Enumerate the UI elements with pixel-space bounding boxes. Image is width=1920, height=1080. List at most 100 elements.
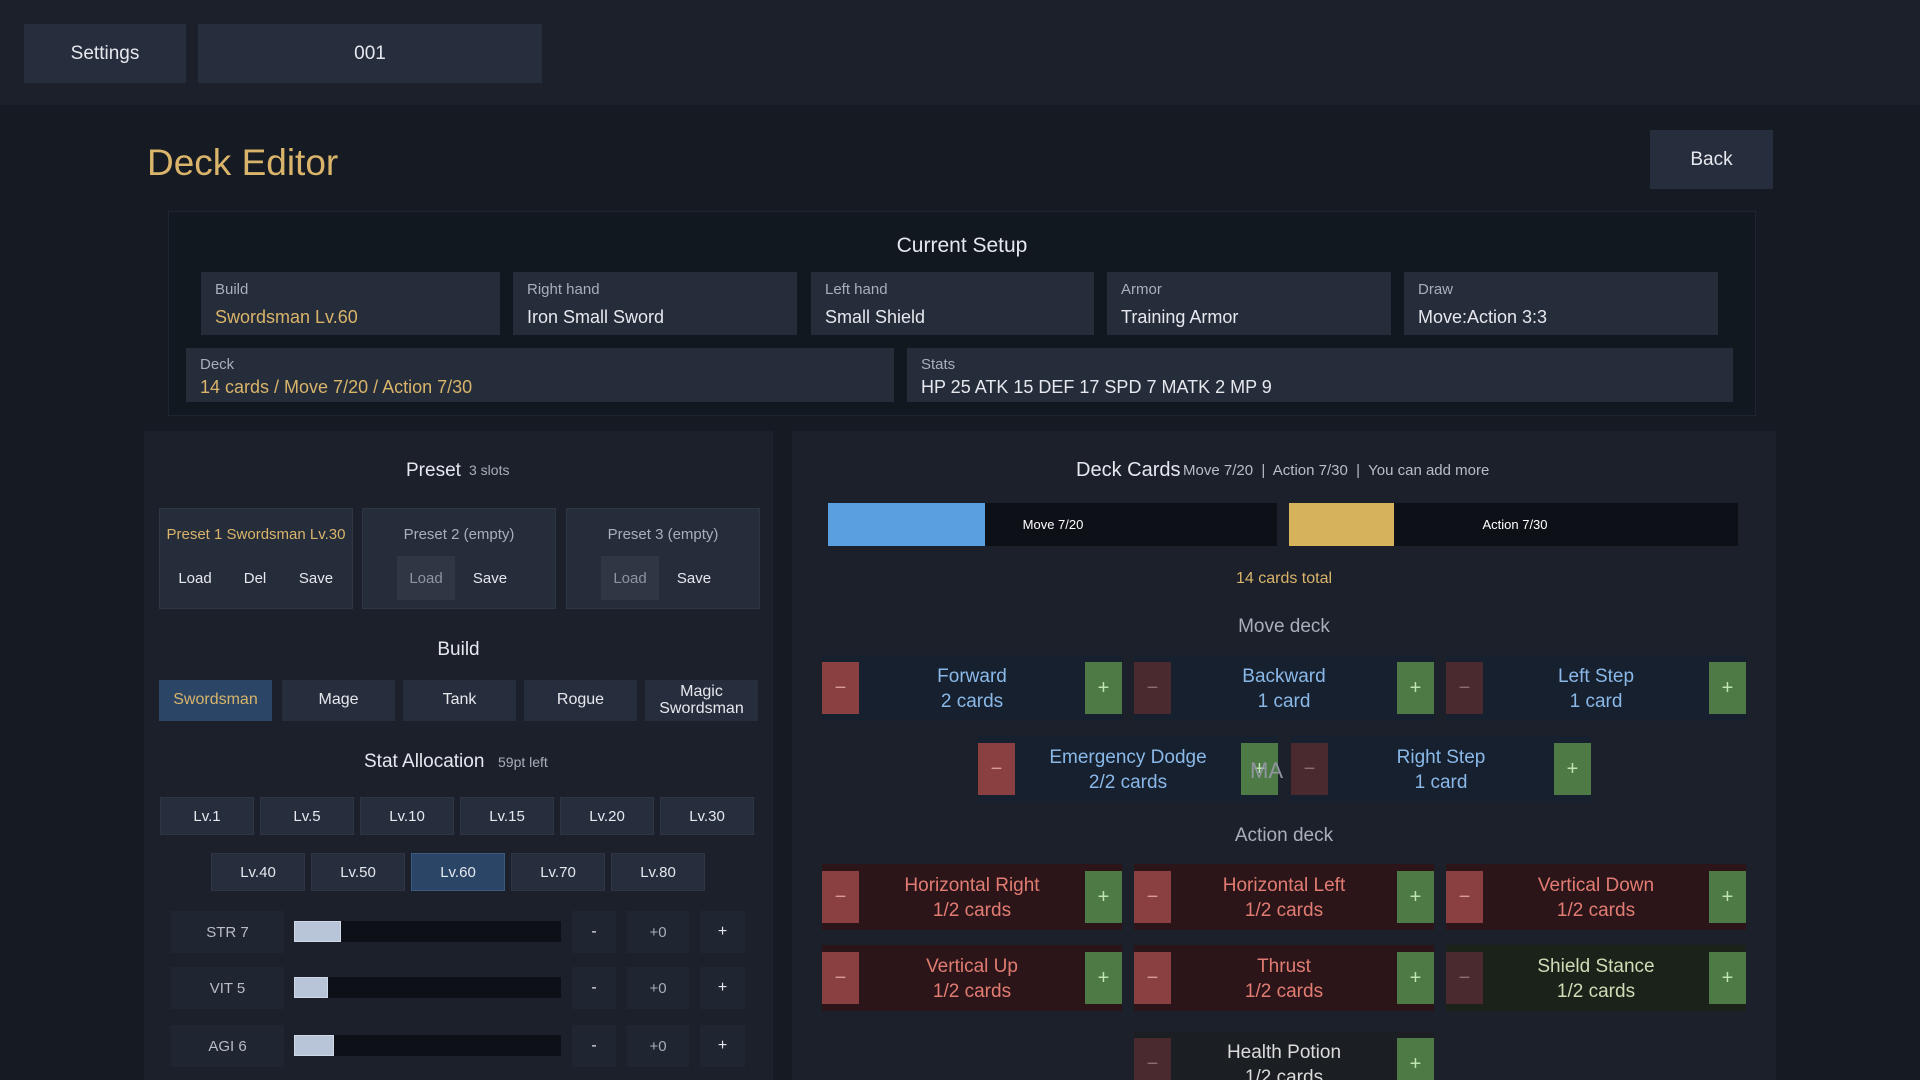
card-plus[interactable]: + — [1241, 743, 1278, 795]
card-minus[interactable]: − — [1134, 871, 1171, 923]
deck-bar-fill — [828, 503, 986, 546]
level-button[interactable]: Lv.5 — [260, 797, 354, 835]
build-option[interactable]: Magic Swordsman — [645, 680, 758, 721]
preset-button[interactable]: Load — [178, 569, 212, 587]
card-name: Backward — [1242, 666, 1326, 687]
build-option[interactable]: Rogue — [524, 680, 637, 721]
back-button[interactable]: Back — [1650, 130, 1773, 189]
build-option[interactable]: Tank — [403, 680, 516, 721]
card-plus[interactable]: + — [1085, 871, 1122, 923]
build-title: Build — [437, 639, 480, 660]
setup-field — [811, 272, 1094, 335]
card-minus[interactable]: − — [1446, 662, 1483, 714]
deck-card — [822, 864, 1122, 930]
stat-bar-fill — [294, 977, 328, 998]
stat-plus[interactable]: + — [700, 967, 745, 1009]
card-plus[interactable]: + — [1554, 743, 1591, 795]
card-name: Forward — [937, 666, 1007, 687]
stat-minus[interactable]: - — [572, 1025, 616, 1067]
card-name: Health Potion — [1226, 1042, 1342, 1063]
card-plus[interactable]: + — [1085, 952, 1122, 1004]
stat-bar-track — [294, 921, 561, 942]
card-name: Left Step — [1557, 666, 1635, 687]
setup-field — [1404, 272, 1718, 335]
preset-title: Preset — [406, 460, 461, 481]
card-plus[interactable]: + — [1709, 871, 1746, 923]
deck-card — [978, 736, 1278, 802]
setup-stats — [907, 348, 1733, 402]
deck-card — [1446, 864, 1746, 930]
level-button[interactable]: Lv.30 — [660, 797, 754, 835]
card-minus[interactable]: − — [822, 952, 859, 1004]
card-plus[interactable]: + — [1397, 1038, 1434, 1080]
stat-label: STR 7 — [171, 911, 284, 953]
setup-stats-label: Stats — [921, 356, 956, 373]
preset-button[interactable]: Del — [243, 569, 267, 587]
stat-delta: +0 — [627, 967, 689, 1009]
setup-field-label: Armor — [1121, 281, 1162, 298]
stat-delta: +0 — [627, 1025, 689, 1067]
preset-button[interactable]: Save — [676, 569, 712, 587]
stat-plus[interactable]: + — [700, 1025, 745, 1067]
stat-minus[interactable]: - — [572, 911, 616, 953]
card-minus[interactable]: − — [978, 743, 1015, 795]
card-plus[interactable]: + — [1397, 662, 1434, 714]
card-count: 1/2 cards — [1244, 1067, 1324, 1080]
preset-button[interactable]: Save — [298, 569, 334, 587]
card-name: Horizontal Left — [1222, 875, 1346, 896]
card-minus[interactable]: − — [1134, 1038, 1171, 1080]
card-plus[interactable]: + — [1085, 662, 1122, 714]
card-minus[interactable]: − — [822, 662, 859, 714]
preset-slot-title: Preset 2 (empty) — [403, 525, 515, 543]
level-button[interactable]: Lv.20 — [560, 797, 654, 835]
card-minus[interactable]: − — [1134, 662, 1171, 714]
card-plus[interactable]: + — [1709, 952, 1746, 1004]
card-count: 1/2 cards — [932, 900, 1012, 921]
stat-plus[interactable]: + — [700, 911, 745, 953]
stat-delta: +0 — [627, 911, 689, 953]
level-button[interactable]: Lv.60 — [411, 853, 505, 891]
card-count: 1 card — [1569, 691, 1623, 712]
setup-field-value: Swordsman Lv.60 — [215, 307, 358, 327]
card-plus[interactable]: + — [1397, 871, 1434, 923]
card-minus[interactable]: − — [1134, 952, 1171, 1004]
settings-button[interactable]: Settings — [24, 24, 186, 83]
level-button[interactable]: Lv.70 — [511, 853, 605, 891]
card-minus[interactable]: − — [1291, 743, 1328, 795]
stat-bar-fill — [294, 921, 341, 942]
level-button[interactable]: Lv.10 — [360, 797, 454, 835]
deck-bar-label: Move 7/20 — [1022, 517, 1084, 532]
stat-bar-fill — [294, 1035, 335, 1056]
card-name: Right Step — [1396, 747, 1486, 768]
stat-minus[interactable]: - — [572, 967, 616, 1009]
level-button[interactable]: Lv.50 — [311, 853, 405, 891]
deck-card — [822, 945, 1122, 1011]
build-option[interactable]: Swordsman — [159, 680, 272, 721]
deck-total: 14 cards total — [1235, 570, 1333, 587]
card-minus[interactable]: − — [1446, 952, 1483, 1004]
level-button[interactable]: Lv.80 — [611, 853, 705, 891]
deck-card — [1291, 736, 1591, 802]
level-button[interactable]: Lv.15 — [460, 797, 554, 835]
card-count: 1/2 cards — [1556, 900, 1636, 921]
card-plus[interactable]: + — [1397, 952, 1434, 1004]
card-minus[interactable]: − — [1446, 871, 1483, 923]
slot-button[interactable]: 001 — [198, 24, 542, 83]
preset-button[interactable]: Load — [601, 556, 659, 600]
setup-stats-value: HP 25 ATK 15 DEF 17 SPD 7 MATK 2 MP 9 — [921, 377, 1272, 397]
card-minus[interactable]: − — [822, 871, 859, 923]
preset-button[interactable]: Save — [472, 569, 508, 587]
level-button[interactable]: Lv.40 — [211, 853, 305, 891]
deck-card — [1134, 1031, 1434, 1080]
setup-field — [513, 272, 797, 335]
level-button[interactable]: Lv.1 — [160, 797, 254, 835]
action-deck-title: Action deck — [1234, 825, 1334, 846]
build-option[interactable]: Mage — [282, 680, 395, 721]
card-plus[interactable]: + — [1709, 662, 1746, 714]
preset-button[interactable]: Load — [397, 556, 455, 600]
deck-card — [1446, 655, 1746, 721]
setup-field-value: Small Shield — [825, 307, 926, 327]
deck-card — [822, 655, 1122, 721]
stat-bar-track — [294, 1035, 561, 1056]
